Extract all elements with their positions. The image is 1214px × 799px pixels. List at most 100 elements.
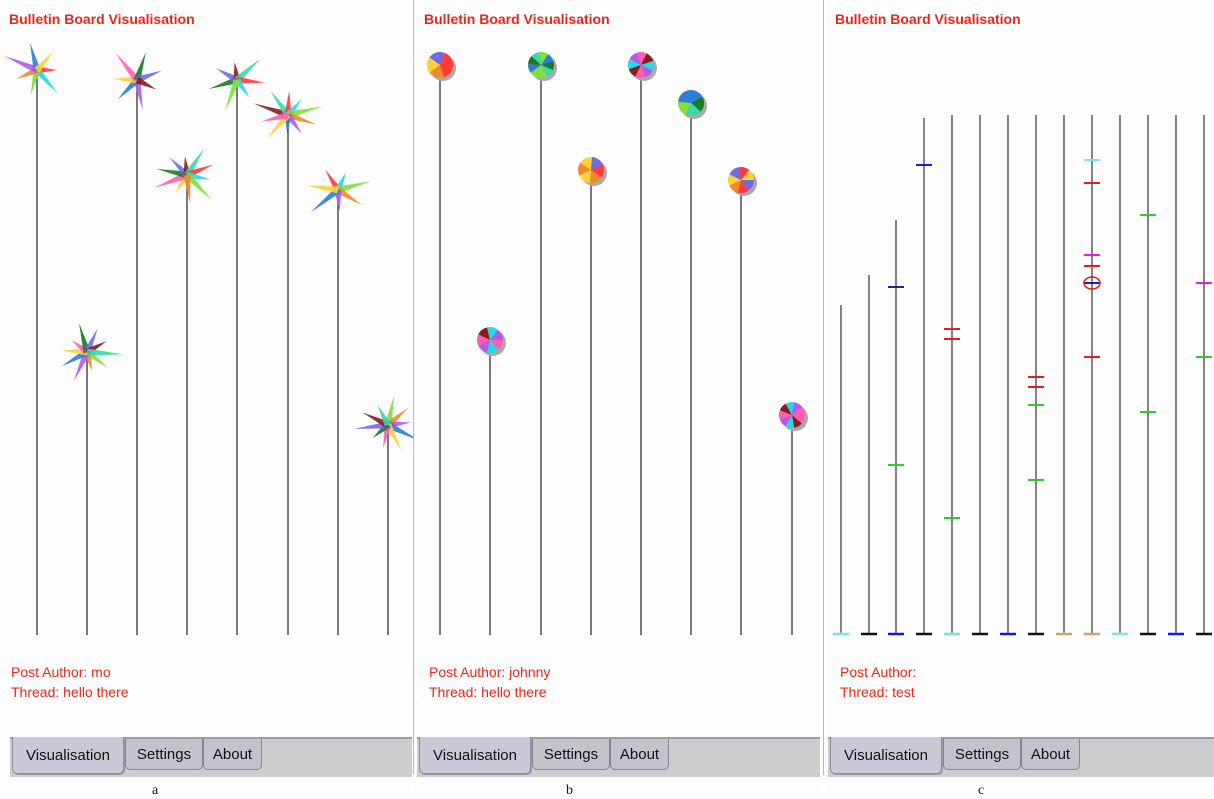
pie-slice [636,52,647,65]
starburst-flower-icon [253,90,322,635]
pie-chart-flower-icon [528,52,557,635]
tab-visualisation[interactable]: Visualisation [419,737,531,774]
pie-chart-flower-icon [427,52,456,635]
visualisation-panel-b: Bulletin Board Visualisation Post Author… [414,0,820,798]
petal [183,174,191,204]
pie-slice [641,53,654,65]
petal [73,350,91,382]
petal [225,78,241,111]
thread-name: Thread: hello there [429,684,547,700]
pie-slice [478,340,490,353]
petal [4,55,39,74]
petal [386,421,420,441]
pie-slice [779,410,792,420]
tab-visualisation[interactable]: Visualisation [830,737,942,774]
pie-slice [531,52,541,65]
petal [286,111,317,125]
page-title: Bulletin Board Visualisation [9,11,195,27]
pie-slice [591,164,604,178]
pie-slice [792,415,802,428]
pie-slice [785,402,795,415]
starburst-flower-icon [61,323,123,635]
petal [184,172,212,200]
petal [113,76,138,84]
thread-name: Thread: hello there [11,684,129,700]
pie-chart-flower-icon [728,167,757,635]
starburst-flower-icon [354,395,420,635]
pie-slice [779,415,792,427]
petal [362,412,390,429]
pie-slice [528,56,541,65]
tab-bar: Visualisation Settings About [828,737,1214,777]
page-title: Bulletin Board Visualisation [424,11,610,27]
pie-slice [678,101,691,115]
post-info: Post Author: johnny Thread: hello there [429,662,550,702]
pie-chart-flower-icon [678,90,707,635]
pie-slice [429,65,445,78]
pie-slice [741,180,754,191]
post-author: Post Author: johnny [429,664,551,680]
petal [133,79,143,111]
tab-settings[interactable]: Settings [532,739,610,770]
pie-slice [429,52,445,65]
pie-slice [738,167,750,180]
starburst-flower-icon [208,58,265,635]
tick-mark-stem-icon [944,115,960,636]
tick-mark-stem-icon [1196,115,1212,636]
pie-slice [440,52,453,65]
pie-slice [641,65,653,78]
tick-mark-stem-icon [833,305,849,636]
pie-slice [785,415,795,429]
tick-mark-stem-icon [861,275,877,636]
tab-about[interactable]: About [203,739,262,770]
petal [236,76,265,84]
tab-bar: Visualisation Settings About [417,737,820,777]
tab-settings[interactable]: Settings [943,739,1021,770]
tab-settings[interactable]: Settings [125,739,203,770]
pie-slice [628,65,641,77]
visualisation-panel-a: Bulletin Board Visualisation Post Author… [0,0,420,798]
pie-slice [792,406,805,416]
petal [117,77,140,100]
tick-mark-stem-icon [888,220,904,636]
pie-slice [539,52,549,65]
pie-slice [728,174,741,186]
pie-slice [678,90,691,103]
petal [377,405,392,427]
tick-mark-stem-icon [1084,115,1100,636]
post-author: Post Author: mo [11,664,111,680]
petal [135,76,157,90]
tick-visualisation [833,115,1212,636]
pie-slice [641,60,654,71]
pie-slice [729,167,741,180]
pie-slice [628,59,641,70]
pie-slice [541,61,554,71]
tick-mark-stem-icon [1056,115,1072,636]
pie-slice [629,52,641,65]
tick-mark-stem-icon [916,118,932,636]
tab-about[interactable]: About [1021,739,1080,770]
figure-caption: c [978,783,985,798]
tick-mark-stem-icon [972,115,988,636]
pie-slice [541,65,553,77]
visualisation-panel-c: Bulletin Board Visualisation Post Author… [826,0,1214,798]
tab-visualisation[interactable]: Visualisation [12,737,124,774]
post-info: Post Author: mo Thread: hello there [11,662,129,702]
pie-slice [779,403,792,415]
starburst-flower-icon [306,169,371,635]
pie-chart-flower-icon [628,52,657,635]
petal [133,52,146,81]
pie-slice [440,65,453,78]
starburst-flower-icon [113,52,162,635]
petal [261,111,289,122]
tab-about[interactable]: About [610,739,669,770]
page-title: Bulletin Board Visualisation [835,11,1021,27]
tick-mark-stem-icon [1000,115,1016,636]
tick-mark-stem-icon [1112,115,1128,636]
petal [30,69,41,95]
pie-slice [688,90,703,103]
petal [183,148,205,177]
petal [306,185,339,194]
petal [215,68,239,83]
pie-slice [477,334,490,346]
